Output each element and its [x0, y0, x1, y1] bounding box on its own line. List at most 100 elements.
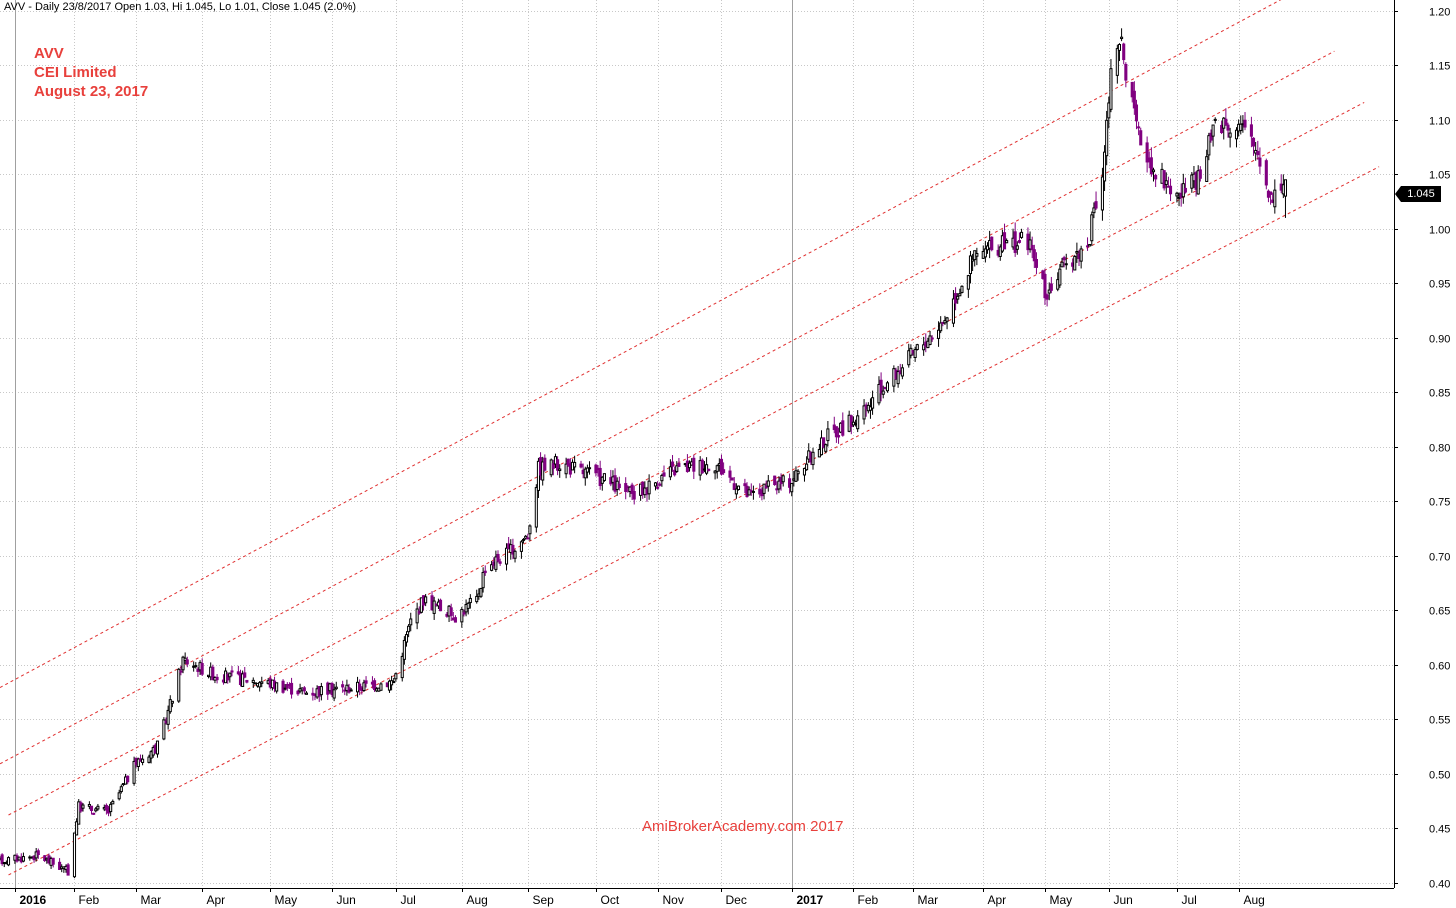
candle-body [89, 805, 94, 811]
candle-body [656, 486, 660, 489]
candle-body [211, 666, 215, 681]
candle-body [877, 383, 881, 404]
candle-body [764, 485, 768, 489]
y-tick-label: 1.15 [1429, 61, 1450, 73]
x-tick-label: 2017 [797, 893, 824, 907]
candle-body [1134, 104, 1139, 122]
candle-body [460, 608, 464, 623]
candle-body [781, 475, 785, 483]
candle-body [975, 253, 979, 257]
candle-body [77, 801, 81, 825]
candle-body [1162, 170, 1166, 189]
candle-body [51, 857, 55, 865]
candle-body [36, 850, 40, 856]
channel-line [0, 50, 1335, 765]
candle-body [896, 371, 900, 385]
candle-body [1130, 81, 1134, 98]
candle-body [856, 415, 860, 430]
candle-body [404, 634, 409, 643]
channel-line [8, 101, 1365, 816]
candle-body [394, 673, 398, 680]
x-tick-label: 2016 [20, 893, 47, 907]
x-tick-label: May [275, 893, 298, 907]
candle-body [794, 470, 798, 482]
candle-body [275, 682, 279, 692]
candle-body [945, 317, 949, 322]
candle-body [304, 692, 309, 695]
candle-body [564, 463, 568, 475]
candle-body [1120, 36, 1124, 40]
candle-body [462, 612, 466, 615]
candle-body [1060, 261, 1064, 268]
candle-body [260, 681, 264, 684]
candle-body [319, 686, 323, 696]
candle-body [1207, 135, 1211, 156]
candle-body [490, 564, 494, 571]
candle-body [1100, 176, 1104, 211]
candle-body [1196, 170, 1200, 195]
candle-body [364, 680, 368, 684]
candle-body [990, 236, 994, 251]
candle-body [879, 379, 883, 394]
channel-lines [0, 0, 1380, 876]
candle-body [762, 483, 766, 494]
candle-body [183, 657, 187, 661]
candle-body [658, 483, 662, 486]
candle-body [862, 405, 866, 420]
candle-body [871, 397, 875, 409]
candle-body [1264, 160, 1268, 186]
candle-body [707, 468, 711, 471]
candle-body [556, 459, 560, 471]
candle-body [836, 435, 841, 438]
candle-body [281, 680, 285, 693]
candle-body [566, 458, 570, 466]
candle-body [392, 681, 396, 684]
candle-body [302, 687, 306, 692]
candle-body [1256, 151, 1260, 156]
candle-body [751, 490, 755, 493]
candle-body [1062, 257, 1066, 261]
candle-body [481, 571, 485, 589]
candle-body [409, 618, 413, 626]
candle-body [536, 460, 540, 491]
candle-body [1283, 179, 1288, 197]
candle-body [1249, 124, 1253, 137]
candle-body [432, 600, 436, 614]
candle-body [215, 676, 219, 681]
candle-body [822, 437, 826, 448]
candle-body [136, 758, 140, 768]
channel-line [0, 0, 1282, 688]
candle-body [1239, 123, 1243, 131]
candle-body [1028, 239, 1032, 250]
candle-body [1209, 132, 1213, 141]
candle-body [881, 390, 885, 395]
y-tick-label: 0.45 [1429, 824, 1450, 836]
candle-body [170, 700, 174, 704]
candle-body [551, 463, 555, 469]
candle-body [1107, 102, 1111, 119]
candle-body [885, 382, 890, 392]
y-tick-label: 0.95 [1429, 279, 1450, 291]
candle-body [362, 682, 366, 692]
x-tick-label: Jun [337, 893, 356, 907]
candle-body [971, 258, 975, 262]
candle-body [558, 468, 562, 472]
x-tick-label: Mar [141, 893, 162, 907]
candle-body [668, 466, 672, 478]
candle-body [998, 246, 1002, 257]
candle-body [358, 683, 362, 690]
candle-body [1094, 201, 1098, 209]
candle-body [834, 426, 838, 438]
candle-body [730, 477, 734, 481]
x-tick-label: Feb [858, 893, 879, 907]
x-tick-label: Sep [533, 893, 555, 907]
candle-body [155, 740, 160, 755]
candle-body [1198, 169, 1202, 179]
candle-body [543, 457, 547, 471]
candle-body [402, 639, 406, 660]
candle-body [849, 415, 853, 428]
candle-body [75, 821, 79, 836]
y-tick-label: 1.05 [1429, 170, 1450, 182]
candle-body [728, 470, 732, 478]
candle-body [1139, 130, 1143, 146]
